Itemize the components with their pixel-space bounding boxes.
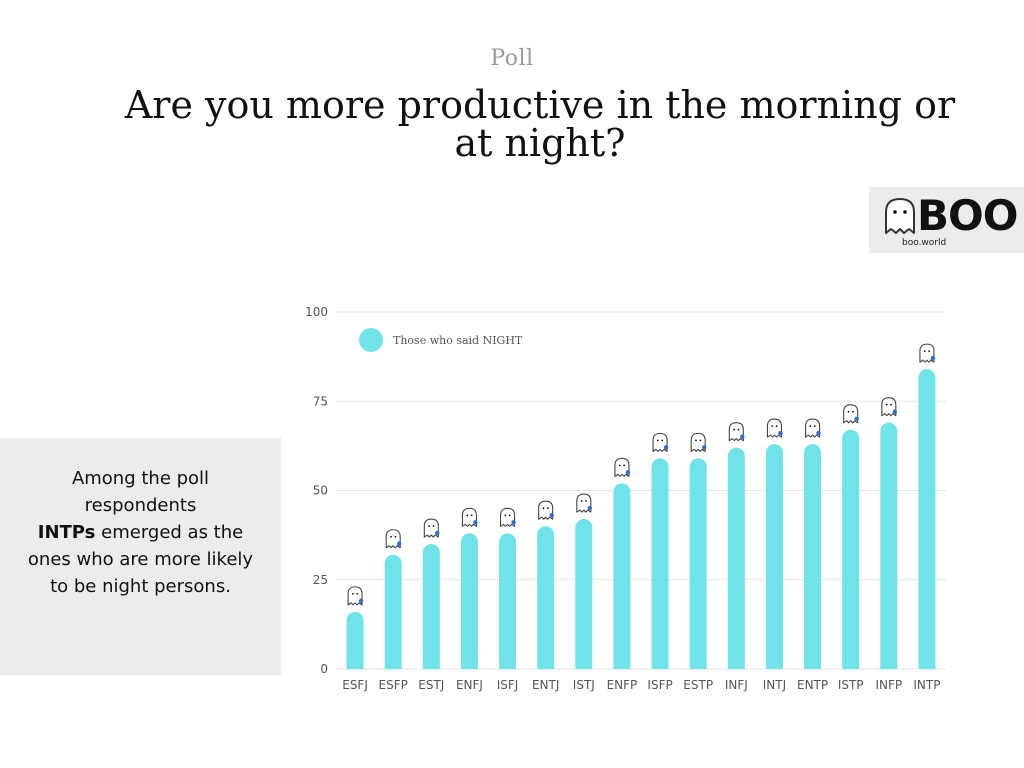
logo-wordmark: BOO bbox=[917, 191, 1018, 240]
ghost-icon bbox=[805, 418, 821, 438]
y-tick-label: 50 bbox=[313, 484, 328, 498]
bar bbox=[842, 429, 860, 669]
x-tick-label: ISFP bbox=[647, 678, 672, 692]
bar bbox=[575, 519, 593, 669]
bar bbox=[613, 483, 631, 669]
poll-label: Poll bbox=[490, 46, 534, 71]
page-title: Are you more productive in the morning o… bbox=[124, 83, 956, 165]
bar bbox=[918, 369, 936, 669]
bar bbox=[689, 458, 707, 669]
ghost-icon bbox=[614, 457, 631, 477]
logo-site: boo.world bbox=[902, 238, 947, 248]
ghost-icon bbox=[461, 507, 478, 527]
x-tick-label: ENTJ bbox=[532, 678, 559, 692]
ghost-icon bbox=[885, 198, 915, 234]
x-tick-label: ESTJ bbox=[418, 678, 444, 692]
x-tick-label: ISTJ bbox=[573, 678, 595, 692]
ghost-icon bbox=[766, 418, 783, 438]
insight-line-1: Among the poll respondents bbox=[71, 468, 210, 516]
y-tick-label: 25 bbox=[313, 573, 328, 587]
y-tick-label: 0 bbox=[320, 662, 328, 676]
x-tick-label: INTP bbox=[913, 678, 940, 692]
ghost-icon bbox=[652, 432, 669, 452]
x-tick-label: INFP bbox=[875, 678, 902, 692]
boo-logo: BOO boo.world bbox=[869, 187, 1024, 253]
ghost-icon bbox=[385, 529, 402, 549]
ghost-icon bbox=[919, 343, 936, 363]
bar-chart: 0 25 50 75 100 ESFJ ESFP ESTJ ENFJ ISFJ ENTJ ISTJ EN… bbox=[305, 305, 946, 692]
ghost-icon bbox=[347, 586, 364, 606]
ghost-icon bbox=[843, 404, 859, 424]
legend-swatch bbox=[359, 328, 383, 352]
bar bbox=[499, 533, 517, 669]
x-tick-label: ENFP bbox=[607, 678, 638, 692]
insight-highlight: INTPs bbox=[37, 522, 96, 543]
x-tick-label: ESFJ bbox=[342, 678, 368, 692]
y-tick-label: 75 bbox=[313, 394, 328, 408]
bar bbox=[422, 544, 440, 669]
x-tick-label: INTJ bbox=[763, 678, 786, 692]
y-tick-label: 100 bbox=[305, 305, 328, 319]
ghost-icon bbox=[500, 507, 516, 527]
ghost-icon bbox=[881, 397, 898, 417]
ghost-icon bbox=[423, 518, 440, 538]
bar bbox=[384, 554, 402, 669]
x-tick-label: ISFJ bbox=[497, 678, 519, 692]
bar bbox=[880, 422, 898, 669]
ghost-icon bbox=[576, 493, 593, 513]
ghost-icon bbox=[690, 432, 707, 452]
insight-line-2: emerged as the ones who are more likely … bbox=[27, 522, 254, 597]
insight-panel: Among the poll respondents INTPs emerged… bbox=[0, 438, 281, 675]
bar bbox=[460, 533, 478, 669]
bar bbox=[804, 444, 822, 669]
x-tick-label: INFJ bbox=[725, 678, 748, 692]
legend-label: Those who said NIGHT bbox=[393, 334, 523, 347]
ghost-icon bbox=[728, 422, 745, 442]
x-tick-label: ESTP bbox=[683, 678, 713, 692]
insight-text: Among the poll respondents INTPs emerged… bbox=[20, 465, 261, 600]
bar bbox=[346, 611, 364, 669]
bar bbox=[765, 444, 783, 669]
bar bbox=[651, 458, 669, 669]
bar bbox=[727, 447, 745, 669]
x-tick-label: ESFP bbox=[379, 678, 408, 692]
x-tick-label: ENFJ bbox=[456, 678, 483, 692]
x-tick-label: ENTP bbox=[797, 678, 828, 692]
x-tick-label: ISTP bbox=[838, 678, 864, 692]
ghost-icon bbox=[538, 500, 554, 520]
bar bbox=[537, 526, 555, 669]
